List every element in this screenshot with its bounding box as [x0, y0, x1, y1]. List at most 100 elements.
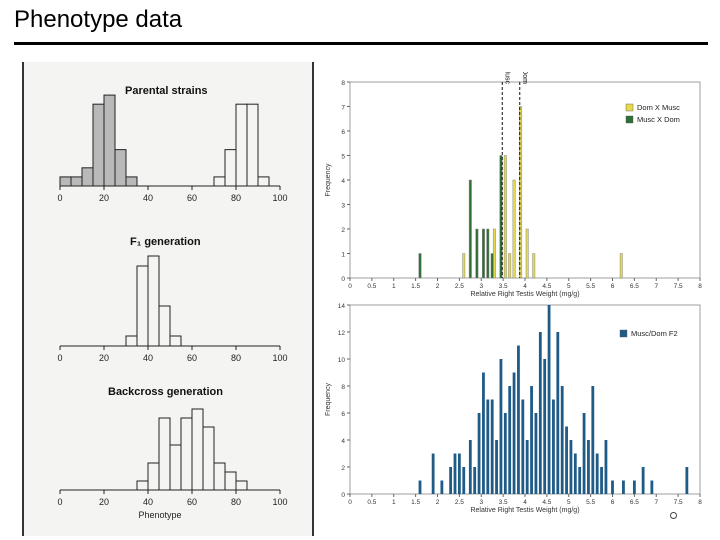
x-tick-label: 7.5	[674, 499, 683, 506]
histogram-bar	[114, 149, 127, 187]
x-tick-label: 1	[392, 499, 396, 506]
x-tick-label: 0	[348, 283, 352, 290]
x-axis-label: Relative Right Testis Weight (mg/g)	[470, 507, 579, 514]
data-bar	[468, 440, 472, 494]
histogram-bar	[169, 444, 182, 491]
data-bar	[534, 413, 538, 494]
x-tick-label: 7	[654, 499, 658, 506]
data-bar	[569, 440, 573, 494]
histogram-bar	[224, 149, 237, 187]
histogram-bar	[92, 103, 105, 187]
y-tick-label: 4	[341, 178, 345, 185]
x-tick-label: 2	[436, 499, 440, 506]
legend-swatch	[625, 115, 634, 124]
y-axis-label: Frequency	[325, 163, 332, 197]
x-tick-label: 4.5	[542, 283, 551, 290]
y-tick-label: 1	[341, 252, 345, 259]
x-tick-label: 40	[143, 193, 153, 203]
data-bar	[482, 372, 485, 494]
data-bar	[591, 386, 595, 494]
data-bar	[611, 480, 614, 494]
x-tick-label: 3	[479, 499, 483, 506]
histogram-bar	[235, 103, 248, 187]
data-bar	[641, 467, 645, 494]
data-bar	[525, 228, 529, 279]
histogram-bar	[81, 167, 94, 187]
histogram-bar	[147, 462, 160, 491]
y-tick-label: 8	[341, 384, 345, 391]
x-tick-label: 100	[272, 193, 287, 203]
histogram-bar	[224, 471, 237, 491]
x-tick-label: 4	[523, 283, 527, 290]
histogram-bar	[125, 335, 138, 347]
x-tick-label: 6	[611, 499, 615, 506]
x-tick-label: 3.5	[499, 283, 508, 290]
x-tick-label: 20	[99, 193, 109, 203]
histogram-bar	[213, 176, 226, 187]
y-tick-label: 12	[338, 330, 346, 337]
data-bar	[565, 426, 568, 494]
data-bar	[457, 453, 461, 494]
x-tick-label: 7	[654, 283, 658, 290]
chart-title: Backcross generation	[108, 386, 223, 398]
histogram-bar	[213, 462, 226, 491]
x-tick-label: 100	[272, 353, 287, 363]
data-bar	[543, 359, 547, 494]
x-tick-label: 80	[231, 193, 241, 203]
data-bar	[556, 332, 560, 494]
y-tick-label: 2	[341, 465, 345, 472]
x-tick-label: 0	[348, 499, 352, 506]
data-bar	[481, 228, 485, 279]
data-bar	[495, 440, 498, 494]
x-axis-label: Phenotype	[138, 510, 181, 520]
histogram-bar	[70, 176, 83, 187]
legend-swatch	[619, 329, 628, 338]
x-tick-label: 80	[231, 353, 241, 363]
x-tick-label: 0	[57, 497, 62, 507]
x-tick-label: 5.5	[586, 283, 595, 290]
x-tick-label: 4	[523, 499, 527, 506]
x-tick-label: 5.5	[586, 499, 595, 506]
data-bar	[508, 386, 512, 494]
data-bar	[512, 179, 516, 279]
data-bar	[532, 253, 536, 279]
legend-label: Musc X Dom	[637, 115, 680, 124]
data-bar	[490, 253, 494, 279]
data-bar	[449, 467, 453, 494]
title-rule	[14, 42, 708, 45]
x-tick-label: 2.5	[455, 283, 464, 290]
data-bar	[622, 480, 625, 494]
histogram-bar	[136, 480, 149, 491]
histogram-bar	[136, 265, 149, 347]
legend-label: Musc/Dom F2	[631, 329, 678, 338]
x-tick-label: 40	[143, 497, 153, 507]
chart-parental-strains: Parental strains 0 20 40 60 80 100	[57, 85, 287, 203]
page-title: Phenotype data	[14, 6, 183, 33]
data-bar	[486, 228, 490, 279]
x-tick-label: 8	[698, 283, 702, 290]
data-bar	[512, 372, 516, 494]
data-bar	[503, 155, 507, 279]
x-tick-label: 60	[187, 353, 197, 363]
data-bar	[552, 399, 555, 494]
legend-label: Dom X Musc	[637, 103, 680, 112]
data-bar	[499, 155, 503, 279]
x-tick-label: 6	[611, 283, 615, 290]
chart-f2-testis: 0 2 4 6 8 10 12 14 0 0.5 1 1.5 2 2.5 3 3.5 4 4.5 5 5.5 6 6.5 7…	[325, 303, 702, 514]
y-tick-label: 0	[341, 276, 345, 283]
x-tick-label: 5	[567, 499, 571, 506]
x-axis-label: Relative Right Testis Weight (mg/g)	[470, 291, 579, 298]
data-bar	[547, 305, 551, 494]
x-tick-label: 0.5	[367, 499, 376, 506]
x-tick-label: 2.5	[455, 499, 464, 506]
x-tick-label: 5	[567, 283, 571, 290]
y-tick-label: 7	[341, 105, 345, 112]
data-bar	[440, 480, 444, 494]
data-bar	[650, 480, 654, 494]
x-tick-label: 7.5	[674, 283, 683, 290]
chart-title: Parental strains	[125, 85, 208, 97]
histogram-bar	[180, 417, 193, 491]
histogram-bar	[103, 94, 116, 187]
y-tick-label: 6	[341, 129, 345, 136]
x-tick-label: 3	[479, 283, 483, 290]
